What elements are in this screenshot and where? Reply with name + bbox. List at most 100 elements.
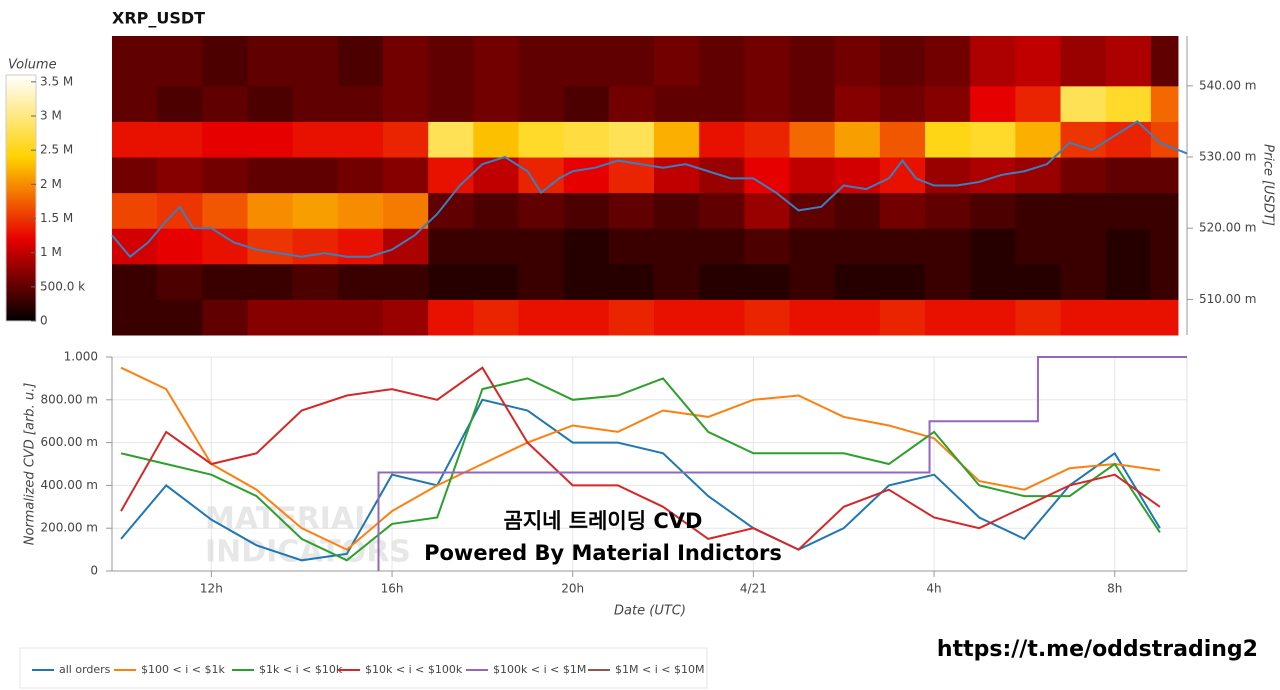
heat-cell [699, 228, 745, 265]
series-line [377, 356, 1187, 571]
heat-cell [608, 228, 655, 265]
legend-label: $1M < i < $10M [615, 663, 704, 676]
watermark: MATERIAL [205, 502, 373, 537]
heat-cell [428, 85, 474, 122]
heat-cell [1015, 121, 1062, 158]
heat-cell [1060, 299, 1107, 336]
heat-cell [202, 85, 249, 122]
colorbar-tick-label: 3 M [40, 109, 62, 123]
colorbar-tick-label: 1 M [40, 245, 62, 259]
x-axis-title: Date (UTC) [614, 604, 686, 619]
heat-cell [1105, 157, 1152, 194]
heat-cell [699, 299, 745, 336]
heat-cell [112, 263, 158, 300]
heat-cell [925, 121, 971, 158]
heat-cell [1060, 36, 1107, 87]
heat-cell [383, 157, 429, 194]
heat-cell [834, 192, 881, 229]
heat-cell [699, 121, 745, 158]
heat-cell [1105, 263, 1152, 300]
heat-cell [247, 228, 294, 265]
heat-cell [202, 299, 249, 336]
heat-cell [518, 228, 565, 265]
heat-cell [789, 228, 836, 265]
heat-cell [518, 263, 565, 300]
heat-cell [789, 121, 836, 158]
heat-cell [608, 85, 655, 122]
heat-cell [292, 121, 339, 158]
heat-cell [744, 121, 791, 158]
heat-cell [473, 263, 520, 300]
heat-cell [247, 157, 294, 194]
heat-cell [970, 121, 1016, 158]
heat-cell [654, 299, 700, 336]
heat-cell [789, 157, 836, 194]
heat-cell [834, 121, 881, 158]
heat-cell [879, 121, 926, 158]
x-tick-label: 4/21 [740, 582, 767, 596]
y-tick-label: 1.000 [64, 350, 98, 364]
y-tick-label: 520.00 m [1199, 221, 1257, 235]
colorbar-tick-label: 3.5 M [40, 74, 73, 88]
heat-cell [834, 263, 881, 300]
colorbar [5, 74, 37, 322]
heat-cell [1015, 192, 1062, 229]
heat-cell [1150, 36, 1179, 87]
heat-cell [970, 299, 1016, 336]
heat-cell [654, 157, 700, 194]
heat-cell [654, 228, 700, 265]
price-line [111, 120, 1188, 259]
heat-cell [608, 36, 655, 87]
colorbar-tick-label: 0 [40, 314, 48, 328]
heat-cell [292, 228, 339, 265]
heat-cell [383, 36, 429, 87]
heat-cell [925, 299, 971, 336]
heat-cell [1060, 157, 1107, 194]
heat-cell [1060, 263, 1107, 300]
heat-cell [744, 36, 791, 87]
heat-cell [292, 299, 339, 336]
heat-cell [1150, 192, 1179, 229]
heat-cell [879, 192, 926, 229]
heat-cell [608, 299, 655, 336]
heat-cell [292, 36, 339, 87]
y-tick-label: 400.00 m [41, 478, 99, 492]
plot-area [111, 356, 1188, 572]
heat-cell [112, 85, 158, 122]
series-line [120, 366, 1161, 551]
heat-cell [879, 228, 926, 265]
annotation: 곰지네 트레이딩 CVD [504, 509, 703, 533]
heat-cell [834, 85, 881, 122]
heat-cell [518, 85, 565, 122]
heat-cell [654, 36, 700, 87]
legend-label: all orders [59, 663, 111, 676]
legend-label: $100 < i < $1k [141, 663, 225, 676]
heat-cell [925, 36, 971, 87]
heat-cell [473, 121, 520, 158]
heat-cell [202, 36, 249, 87]
heat-cell [1060, 121, 1107, 158]
heat-cell [112, 299, 158, 336]
link[interactable]: https://t.me/oddstrading2 [937, 637, 1258, 662]
heat-cell [428, 228, 474, 265]
heat-cell [1060, 228, 1107, 265]
heat-cell [202, 121, 249, 158]
heat-cell [518, 36, 565, 87]
heat-cell [1015, 228, 1062, 265]
series-line [120, 377, 1161, 562]
heat-cell [1015, 85, 1062, 122]
heat-cell [157, 36, 203, 87]
y-tick-label: 800.00 m [41, 392, 99, 406]
heat-cell [834, 228, 881, 265]
heat-cell [518, 299, 565, 336]
heat-cell [654, 192, 700, 229]
heat-cell [879, 85, 926, 122]
heat-cell [925, 228, 971, 265]
annotation: Powered By Material Indictors [424, 541, 782, 565]
y-tick-label: 530.00 m [1199, 150, 1257, 164]
heat-cell [970, 192, 1016, 229]
y-axis-title: Price [USDT] [1261, 144, 1276, 226]
heat-cell [879, 36, 926, 87]
heat-cell [473, 157, 520, 194]
